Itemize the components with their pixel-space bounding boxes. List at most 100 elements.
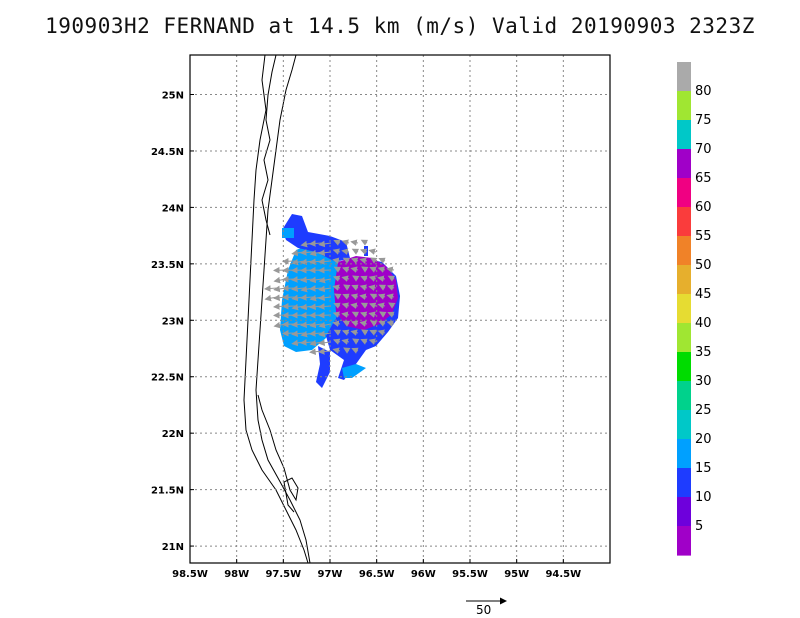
- y-tick-label: 25N: [162, 91, 184, 102]
- latitude-labels: 21N 21.5N 22N 22.5N 23N 23.5N 24N 24.5N 25N: [151, 91, 194, 553]
- wind-vector: [317, 303, 332, 310]
- wind-vector: [350, 266, 359, 273]
- wind-vector: [388, 302, 396, 309]
- colorbar-label: 10: [695, 490, 712, 505]
- wind-vector: [351, 311, 360, 318]
- wind-vector: [318, 339, 332, 346]
- wind-vector: [333, 266, 342, 273]
- wind-vector: [318, 285, 332, 293]
- colorbar: 5 10 15 20 25 30 35 40 45 50 55 60 65 70 75 80: [677, 62, 712, 556]
- wind-vector: [342, 293, 350, 300]
- wind-vector: [318, 294, 332, 301]
- colorbar-label: 5: [695, 519, 703, 534]
- wind-vector: [317, 348, 332, 355]
- longitude-labels: 98.5W 98W 97.5W 97W 96.5W 96W 95.5W 95W 94.5W: [172, 559, 581, 580]
- wind-vector: [352, 275, 360, 282]
- wind-vector: [350, 320, 359, 327]
- colorbar-segment: [677, 468, 691, 498]
- wind-vector: [341, 239, 350, 246]
- y-tick-label: 23.5N: [151, 260, 184, 271]
- colorbar-label: 65: [695, 171, 712, 186]
- wind-vector: [359, 284, 368, 291]
- x-tick-label: 96W: [411, 569, 436, 580]
- colorbar-segment: [677, 439, 691, 469]
- wind-vector: [351, 284, 359, 291]
- wind-vector: [341, 338, 350, 345]
- wind-vector: [369, 266, 377, 273]
- colorbar-label: 35: [695, 345, 712, 360]
- wind-vector: [359, 248, 368, 255]
- wind-vector: [386, 320, 395, 327]
- y-tick-label: 24N: [162, 203, 184, 214]
- x-tick-label: 97.5W: [265, 569, 301, 580]
- colorbar-label: 15: [695, 461, 712, 476]
- wind-vector: [350, 302, 359, 310]
- wind-vector: [377, 293, 386, 300]
- wind-vector: [368, 338, 377, 345]
- colorbar-segment: [677, 497, 691, 527]
- colorbar-segment: [677, 178, 691, 208]
- wind-vector: [334, 293, 342, 300]
- wind-vector: [343, 347, 351, 354]
- colorbar-label: 60: [695, 200, 712, 215]
- wind-vector: [378, 257, 386, 264]
- vector-scale-key: 50: [466, 597, 507, 617]
- wind-vector: [333, 302, 341, 309]
- wind-vector: [341, 329, 350, 336]
- wind-vector: [368, 284, 377, 292]
- wind-vector: [318, 321, 332, 329]
- colorbar-segment: [677, 149, 691, 179]
- wind-vectors: [263, 239, 396, 355]
- wind-vector: [386, 266, 395, 274]
- colorbar-segment: [677, 236, 691, 266]
- wind-vector: [341, 302, 350, 309]
- wind-vector: [343, 284, 351, 291]
- wind-vector: [360, 302, 369, 309]
- wind-vector: [370, 320, 378, 327]
- y-tick-label: 21.5N: [151, 486, 184, 497]
- wind-vector: [332, 347, 341, 354]
- wind-vector: [350, 329, 359, 336]
- wind-vector: [379, 311, 387, 318]
- colorbar-label: 55: [695, 229, 712, 244]
- wind-vector: [332, 284, 341, 291]
- wind-vector: [263, 285, 278, 292]
- coastline: [243, 55, 311, 563]
- wind-vector: [350, 257, 359, 264]
- wind-vector: [360, 275, 368, 282]
- wind-region-15-20-south: [342, 364, 366, 378]
- wind-vector: [387, 275, 396, 282]
- wind-vector: [359, 311, 368, 318]
- wind-vector: [318, 249, 332, 256]
- wind-vector: [341, 311, 350, 319]
- wind-vector: [333, 329, 342, 336]
- wind-vector: [350, 293, 359, 300]
- colorbar-segment: [677, 265, 691, 295]
- y-tick-label: 22.5N: [151, 373, 184, 384]
- colorbar-segment: [677, 410, 691, 440]
- x-tick-label: 98.5W: [172, 569, 208, 580]
- map-frame: [189, 54, 611, 564]
- wind-vector: [359, 320, 368, 327]
- wind-vector: [368, 275, 377, 282]
- wind-vector: [369, 329, 377, 336]
- plot-title: 190903H2 FERNAND at 14.5 km (m/s) Valid …: [45, 14, 755, 38]
- wind-vector: [370, 257, 378, 264]
- colorbar-label: 50: [695, 258, 712, 273]
- wind-vector: [360, 239, 369, 246]
- wind-vector: [351, 347, 359, 354]
- colorbar-label: 75: [695, 113, 712, 128]
- colorbar-segment: [677, 294, 691, 324]
- wind-vector: [377, 266, 386, 273]
- wind-vector: [342, 320, 351, 327]
- wind-vector: [351, 248, 360, 255]
- colorbar-label: 40: [695, 316, 712, 331]
- colorbar-segment: [677, 352, 691, 382]
- wind-vector: [352, 338, 360, 345]
- y-tick-label: 24.5N: [151, 147, 184, 158]
- wind-vector: [377, 275, 386, 283]
- wind-vector: [332, 257, 341, 265]
- wind-vector: [332, 248, 341, 255]
- colorbar-label: 30: [695, 374, 712, 389]
- wind-vector: [361, 266, 369, 273]
